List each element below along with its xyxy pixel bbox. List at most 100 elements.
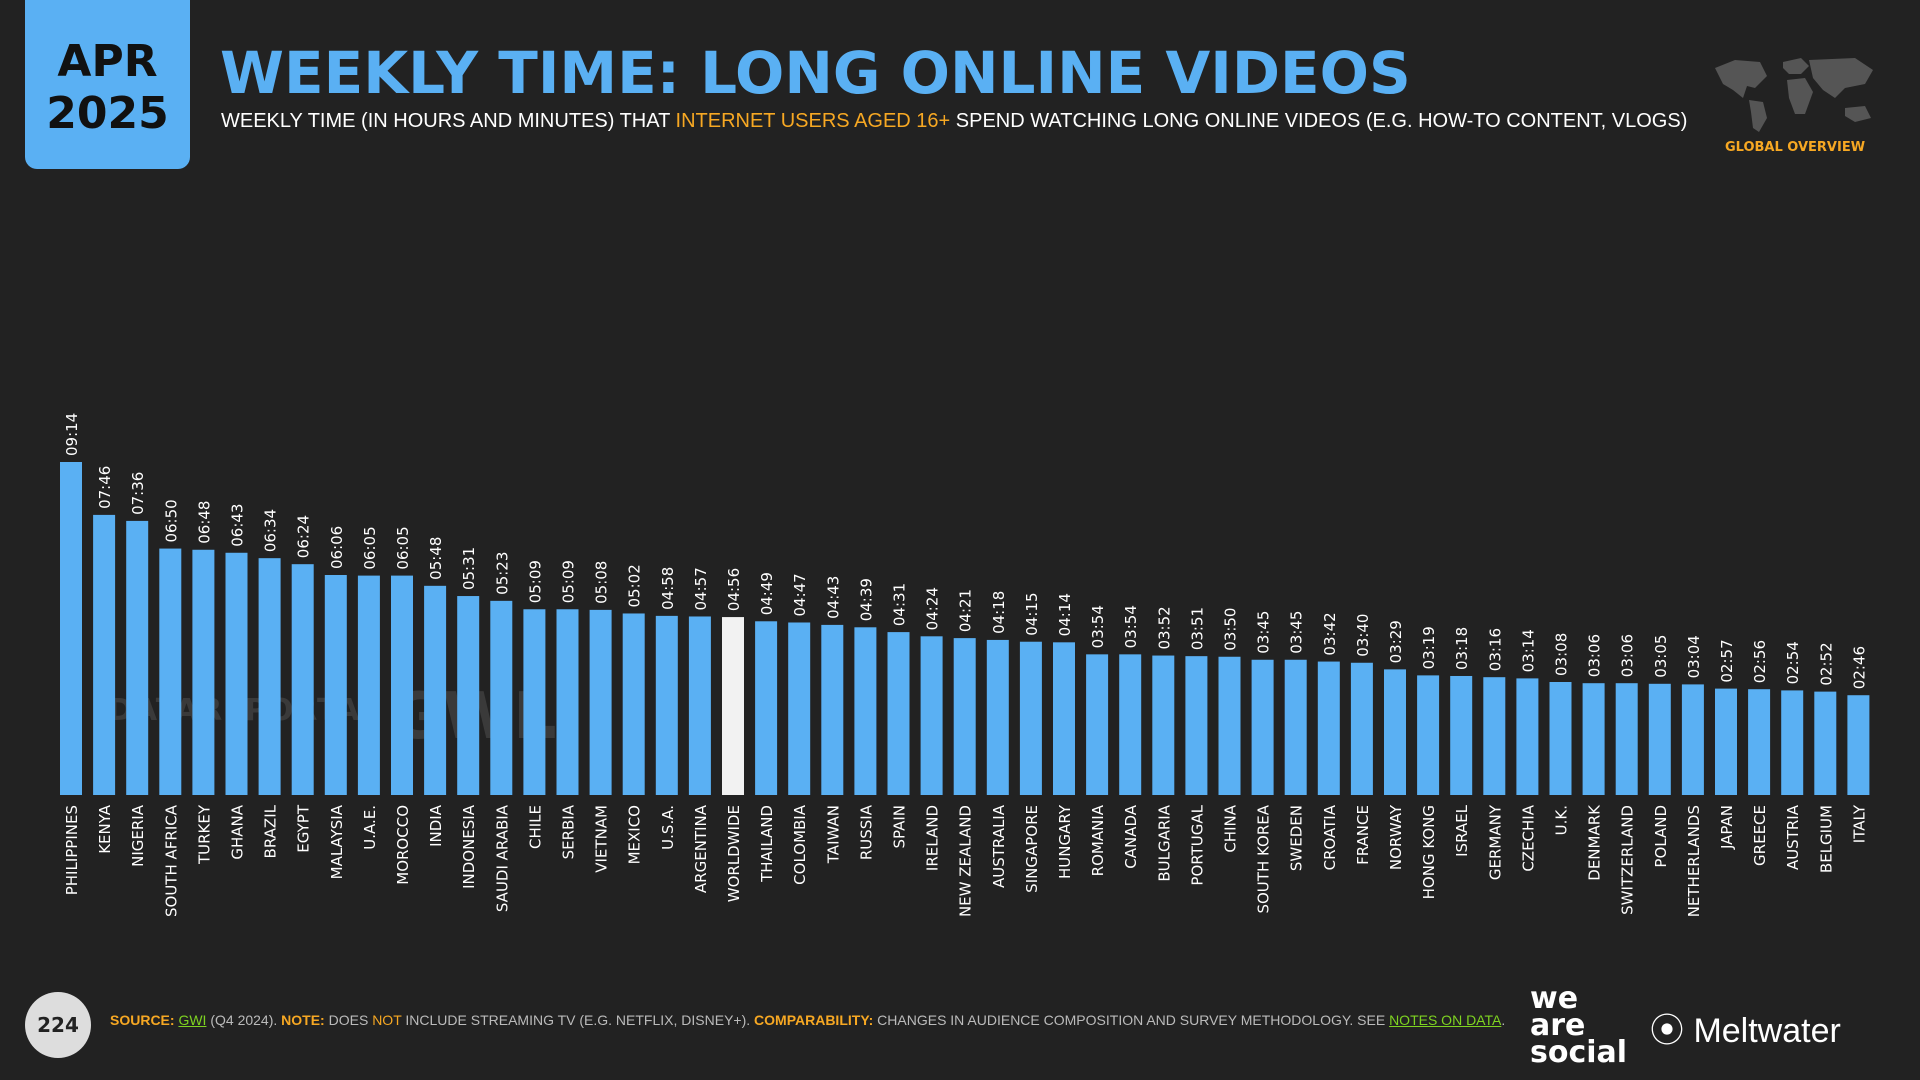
value-label: 05:31: [460, 547, 478, 590]
bar-taiwan: [821, 624, 844, 795]
value-label: 04:24: [924, 587, 942, 630]
bar-vietnam: [589, 609, 612, 795]
value-label: 03:04: [1685, 635, 1703, 678]
category-label: NEW ZEALAND: [957, 805, 975, 917]
category-label: SAUDI ARABIA: [493, 804, 511, 912]
category-label: NIGERIA: [129, 804, 147, 867]
value-label: 06:05: [361, 526, 379, 569]
category-label: CROATIA: [1321, 804, 1339, 870]
notes-on-data-link[interactable]: NOTES ON DATA: [1389, 1012, 1502, 1028]
category-label: DENMARK: [1586, 804, 1604, 881]
note-pre: DOES: [324, 1012, 373, 1028]
category-label: U.S.A.: [659, 805, 677, 850]
value-label: 04:14: [1056, 593, 1074, 636]
value-label: 06:06: [328, 526, 346, 569]
value-label: 03:45: [1288, 611, 1306, 654]
category-label: RUSSIA: [857, 804, 875, 860]
value-label: 04:56: [725, 568, 743, 611]
subtitle-highlight: INTERNET USERS AGED 16+: [675, 110, 951, 132]
category-label: SERBIA: [560, 804, 578, 859]
bar-portugal: [1185, 656, 1208, 795]
subtitle-pre: WEEKLY TIME (IN HOURS AND MINUTES) THAT: [221, 110, 676, 132]
meltwater-text: Meltwater: [1693, 1012, 1841, 1050]
bar-indonesia: [457, 596, 480, 795]
category-label: CHILE: [526, 805, 544, 849]
bar-serbia: [556, 609, 579, 795]
category-label: VIETNAM: [593, 805, 611, 873]
source-link[interactable]: GWI: [178, 1012, 207, 1028]
note-post: INCLUDE STREAMING TV (E.G. NETFLIX, DISN…: [401, 1012, 755, 1028]
category-label: GREECE: [1751, 805, 1769, 866]
category-label: PHILIPPINES: [63, 805, 81, 895]
value-label: 04:21: [957, 589, 975, 632]
value-label: 04:47: [791, 573, 809, 616]
category-label: CHINA: [1222, 804, 1240, 852]
bar-switzerland: [1615, 683, 1638, 795]
category-label: ITALY: [1850, 804, 1868, 843]
value-label: 02:54: [1784, 641, 1802, 684]
world-map-icon: [1715, 58, 1873, 132]
bar-romania: [1086, 654, 1109, 795]
category-label: CANADA: [1122, 804, 1140, 869]
bar-india: [424, 585, 447, 795]
value-label: 06:48: [195, 501, 213, 544]
bar-turkey: [192, 549, 215, 795]
bar-u-a-e-: [357, 575, 380, 795]
value-label: 05:09: [560, 560, 578, 603]
bar-spain: [887, 632, 910, 795]
page-subtitle: WEEKLY TIME (IN HOURS AND MINUTES) THAT …: [221, 110, 1687, 133]
bar-canada: [1119, 654, 1142, 795]
category-label: FRANCE: [1354, 805, 1372, 865]
value-label: 02:46: [1850, 646, 1868, 689]
category-label: JAPAN: [1718, 805, 1736, 850]
source-label: SOURCE:: [110, 1012, 175, 1028]
value-label: 02:56: [1751, 640, 1769, 683]
bar-worldwide: [722, 617, 744, 795]
category-label: CZECHIA: [1519, 804, 1537, 871]
bar-singapore: [1019, 641, 1042, 795]
bar-australia: [986, 639, 1009, 795]
value-label: 03:06: [1586, 634, 1604, 677]
value-label: 05:02: [626, 564, 644, 607]
category-label: POLAND: [1652, 805, 1670, 868]
bar-china: [1218, 656, 1241, 795]
logo-line-we: we: [1530, 981, 1579, 1016]
bar-argentina: [688, 616, 711, 795]
category-label: BRAZIL: [262, 804, 280, 858]
value-label: 03:19: [1420, 626, 1438, 669]
bar-south-korea: [1251, 659, 1274, 795]
bar-russia: [854, 627, 877, 795]
category-label: SINGAPORE: [1023, 805, 1041, 893]
meltwater-icon: ⦿: [1650, 1012, 1684, 1050]
comparability-text: CHANGES IN AUDIENCE COMPOSITION AND SURV…: [873, 1012, 1390, 1028]
bar-mexico: [622, 613, 645, 795]
value-label: 04:57: [692, 567, 710, 610]
value-label: 06:34: [262, 509, 280, 552]
value-label: 04:39: [857, 578, 875, 621]
bar-saudi-arabia: [490, 600, 513, 795]
category-label: ARGENTINA: [692, 804, 710, 893]
category-label: HONG KONG: [1420, 805, 1438, 899]
bar-israel: [1450, 675, 1473, 795]
meltwater-logo: ⦿ Meltwater: [1650, 1003, 1841, 1052]
bar-new-zealand: [953, 638, 976, 795]
value-label: 03:50: [1222, 608, 1240, 651]
category-label: SOUTH AFRICA: [162, 804, 180, 917]
value-label: 04:15: [1023, 592, 1041, 635]
value-label: 03:18: [1453, 627, 1471, 670]
date-year: 2025: [46, 88, 169, 139]
value-label: 03:54: [1122, 605, 1140, 648]
bar-south-africa: [159, 548, 182, 795]
category-label: SOUTH KOREA: [1255, 804, 1273, 913]
value-label: 09:14: [63, 413, 81, 456]
category-label: MOROCCO: [394, 805, 412, 885]
we-are-social-logo: we are social: [1530, 981, 1627, 1068]
value-label: 02:52: [1817, 642, 1835, 685]
bar-colombia: [788, 622, 811, 795]
bar-belgium: [1814, 691, 1837, 795]
category-label: MALAYSIA: [328, 804, 346, 879]
bar-u-k-: [1549, 681, 1572, 795]
value-label: 03:29: [1387, 620, 1405, 663]
value-label: 05:09: [526, 560, 544, 603]
note-not: NOT: [372, 1012, 402, 1028]
